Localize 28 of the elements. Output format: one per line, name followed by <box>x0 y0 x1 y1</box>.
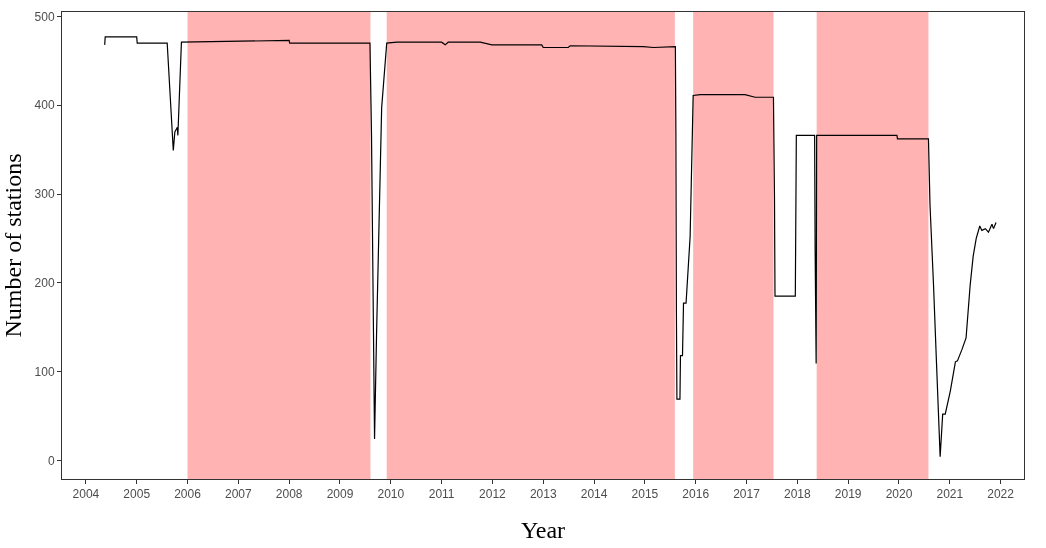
x-tick-label: 2020 <box>885 487 913 502</box>
x-tick-label: 2014 <box>580 487 608 502</box>
x-tick-label: 2007 <box>224 487 253 502</box>
y-tick-label: 0 <box>47 453 55 468</box>
x-axis-title: Year <box>520 516 566 543</box>
x-tick-label: 2015 <box>631 487 659 502</box>
x-tick-label: 2013 <box>529 487 557 502</box>
y-tick-label: 500 <box>34 9 55 24</box>
x-tick-label: 2004 <box>72 487 100 502</box>
x-tick-label: 2016 <box>682 487 710 502</box>
x-tick-label: 2011 <box>428 487 455 502</box>
y-tick-label: 200 <box>34 275 55 290</box>
x-tick-label: 2010 <box>377 487 405 502</box>
y-axis-title: Number of stations <box>0 153 26 338</box>
x-tick-label: 2009 <box>326 487 354 502</box>
line-series <box>104 36 997 458</box>
x-tick-label: 2022 <box>987 487 1015 502</box>
y-tick-label: 400 <box>34 98 55 113</box>
x-tick-label: 2012 <box>479 487 507 502</box>
x-tick-label: 2017 <box>733 487 761 502</box>
y-tick-label: 100 <box>34 364 55 379</box>
x-tick-label: 2021 <box>936 487 964 502</box>
x-tick-label: 2005 <box>123 487 151 502</box>
x-tick-label: 2019 <box>834 487 862 502</box>
x-tick-label: 2018 <box>784 487 812 502</box>
x-tick-label: 2008 <box>275 487 303 502</box>
y-tick-label: 300 <box>34 187 55 202</box>
x-tick-label: 2006 <box>174 487 202 502</box>
